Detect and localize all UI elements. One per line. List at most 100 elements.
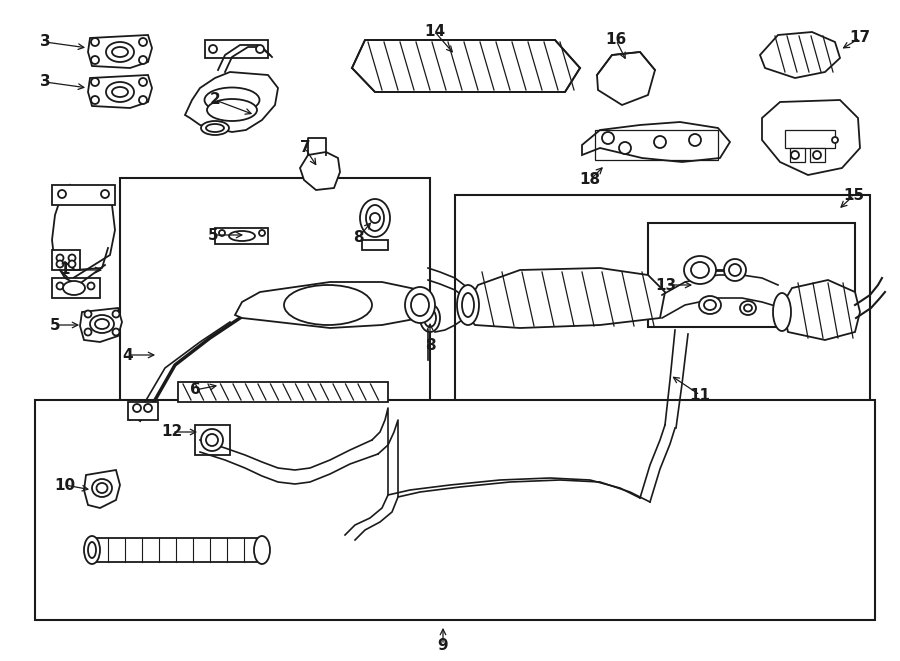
Ellipse shape [462, 293, 474, 317]
Ellipse shape [92, 479, 112, 497]
Circle shape [370, 213, 380, 223]
Text: 12: 12 [161, 424, 183, 440]
Circle shape [619, 142, 631, 154]
Ellipse shape [206, 124, 224, 132]
Circle shape [68, 260, 76, 268]
Ellipse shape [411, 294, 429, 316]
Circle shape [57, 260, 64, 268]
Bar [128, 402, 158, 420]
Ellipse shape [207, 99, 257, 121]
Circle shape [144, 404, 152, 412]
Bar [178, 382, 388, 402]
Polygon shape [88, 538, 268, 562]
Text: 7: 7 [300, 141, 310, 155]
Ellipse shape [112, 47, 128, 57]
Text: 8: 8 [353, 231, 364, 245]
Polygon shape [782, 280, 860, 340]
Ellipse shape [84, 536, 100, 564]
Circle shape [139, 38, 147, 46]
Text: 16: 16 [606, 32, 626, 48]
Circle shape [87, 282, 94, 290]
Circle shape [209, 45, 217, 53]
Circle shape [219, 230, 225, 236]
Circle shape [259, 230, 265, 236]
Text: 13: 13 [655, 278, 677, 293]
Circle shape [133, 404, 141, 412]
Bar [52, 185, 115, 205]
Circle shape [91, 56, 99, 64]
Polygon shape [185, 72, 278, 132]
Polygon shape [88, 35, 152, 68]
Circle shape [85, 311, 92, 317]
Ellipse shape [95, 319, 109, 329]
Bar [810, 148, 825, 162]
Polygon shape [462, 268, 665, 328]
Ellipse shape [744, 305, 752, 311]
Text: 5: 5 [50, 317, 60, 332]
Bar [790, 148, 805, 162]
Bar [595, 130, 718, 160]
Text: 4: 4 [122, 348, 133, 362]
Text: 3: 3 [40, 34, 50, 50]
Ellipse shape [229, 231, 255, 241]
Bar [120, 178, 430, 420]
Polygon shape [597, 52, 655, 105]
Ellipse shape [366, 205, 384, 231]
Ellipse shape [773, 293, 791, 331]
Circle shape [91, 78, 99, 86]
Bar [52, 250, 80, 270]
Ellipse shape [204, 87, 259, 112]
Text: 15: 15 [843, 188, 865, 202]
Polygon shape [762, 100, 860, 175]
Polygon shape [52, 185, 115, 280]
Ellipse shape [96, 483, 107, 493]
Ellipse shape [457, 285, 479, 325]
Bar [785, 130, 835, 148]
Ellipse shape [284, 285, 372, 325]
Circle shape [58, 190, 66, 198]
Ellipse shape [88, 542, 96, 558]
Ellipse shape [729, 264, 741, 276]
Ellipse shape [405, 287, 435, 323]
Text: 1: 1 [59, 262, 70, 278]
Text: 6: 6 [190, 383, 201, 397]
Ellipse shape [704, 300, 716, 310]
Circle shape [57, 254, 64, 262]
Circle shape [139, 78, 147, 86]
Circle shape [139, 56, 147, 64]
Polygon shape [352, 40, 580, 92]
Circle shape [112, 329, 120, 336]
Ellipse shape [740, 301, 756, 315]
Circle shape [57, 282, 64, 290]
Ellipse shape [684, 256, 716, 284]
Text: 18: 18 [580, 173, 600, 188]
Circle shape [112, 311, 120, 317]
Ellipse shape [201, 121, 229, 135]
Bar [648, 223, 855, 327]
Text: 11: 11 [689, 387, 710, 403]
Bar [362, 240, 388, 250]
Ellipse shape [206, 434, 218, 446]
Bar [35, 400, 875, 620]
Circle shape [791, 151, 799, 159]
Circle shape [654, 136, 666, 148]
Circle shape [139, 96, 147, 104]
Circle shape [602, 132, 614, 144]
Ellipse shape [106, 82, 134, 102]
Polygon shape [235, 282, 420, 328]
Bar [215, 228, 268, 244]
Bar [205, 40, 268, 58]
Circle shape [85, 329, 92, 336]
Ellipse shape [420, 304, 440, 332]
Circle shape [256, 45, 264, 53]
Polygon shape [84, 470, 120, 508]
Circle shape [689, 134, 701, 146]
Polygon shape [80, 308, 122, 342]
Polygon shape [300, 152, 340, 190]
Circle shape [832, 137, 838, 143]
Circle shape [101, 190, 109, 198]
Bar [195, 425, 230, 455]
Text: 3: 3 [40, 75, 50, 89]
Text: 2: 2 [210, 93, 220, 108]
Text: 10: 10 [54, 477, 76, 492]
